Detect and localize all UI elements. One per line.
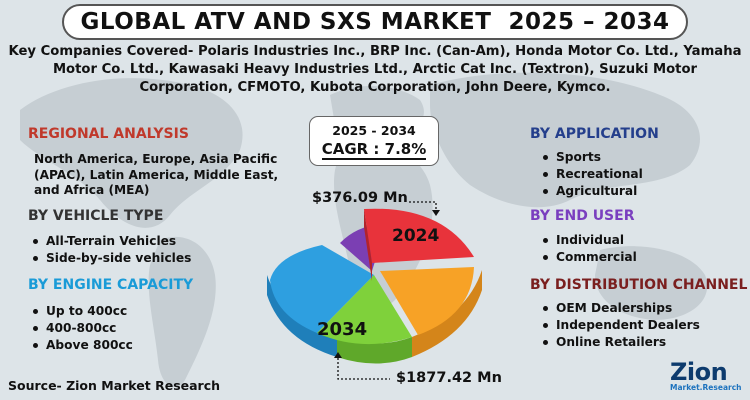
- page-title: GLOBAL ATV AND SXS MARKET 2025 – 2034: [62, 4, 688, 40]
- value-2024-label: $376.09 Mn: [312, 190, 408, 206]
- list-item: OEM Dealerships: [540, 300, 700, 317]
- logo-subtitle: Market.Research: [670, 383, 742, 392]
- pie-slice-red: [364, 208, 474, 263]
- list-item: 400-800cc: [30, 320, 133, 337]
- list-item: All-Terrain Vehicles: [30, 233, 191, 250]
- list-item: Sports: [540, 149, 643, 166]
- pie-slice-blue-side: [267, 275, 337, 357]
- regional-analysis-text: North America, Europe, Asia Pacific (APA…: [34, 152, 279, 197]
- zion-logo: Zion Market.Research: [670, 358, 742, 396]
- end-user-heading: BY END USER: [530, 208, 635, 224]
- list-item: Commercial: [540, 249, 637, 266]
- cagr-box: 2025 - 2034 CAGR : 7.8%: [309, 116, 439, 166]
- application-list: Sports Recreational Agricultural: [540, 149, 643, 200]
- engine-capacity-heading: BY ENGINE CAPACITY: [28, 277, 194, 293]
- market-pie-chart: 2024 2034: [267, 208, 482, 364]
- engine-capacity-list: Up to 400cc 400-800cc Above 800cc: [30, 303, 133, 354]
- list-item: Agricultural: [540, 183, 643, 200]
- value-2024-connector: [409, 201, 440, 216]
- end-user-list: Individual Commercial: [540, 232, 637, 266]
- application-heading: BY APPLICATION: [530, 126, 659, 142]
- pie-slice-green-side: [337, 337, 412, 364]
- pie-slice-orange: [380, 267, 474, 335]
- distribution-channel-list: OEM Dealerships Independent Dealers Onli…: [540, 300, 700, 351]
- source-text: Source- Zion Market Research: [8, 378, 221, 393]
- pie-slice-orange-side: [412, 270, 482, 357]
- pie-slice-green: [317, 275, 412, 345]
- pie-label-2034: 2034: [317, 319, 367, 340]
- pie-label-2024: 2024: [392, 226, 439, 246]
- regional-analysis-heading: REGIONAL ANALYSIS: [28, 126, 189, 142]
- value-2034-connector: [334, 352, 390, 380]
- list-item: Independent Dealers: [540, 317, 700, 334]
- logo-name: Zion: [670, 358, 728, 386]
- list-item: Up to 400cc: [30, 303, 133, 320]
- list-item: Side-by-side vehicles: [30, 250, 191, 267]
- cagr-years: 2025 - 2034: [332, 123, 416, 138]
- distribution-channel-heading: BY DISTRIBUTION CHANNEL: [530, 277, 748, 293]
- list-item: Recreational: [540, 166, 643, 183]
- list-item: Individual: [540, 232, 637, 249]
- list-item: Above 800cc: [30, 337, 133, 354]
- vehicle-type-heading: BY VEHICLE TYPE: [28, 208, 164, 224]
- vehicle-type-list: All-Terrain Vehicles Side-by-side vehicl…: [30, 233, 191, 267]
- pie-slice-blue: [270, 245, 374, 333]
- key-companies-text: Key Companies Covered- Polaris Industrie…: [8, 44, 742, 95]
- value-2034-label: $1877.42 Mn: [396, 370, 502, 386]
- cagr-value: CAGR : 7.8%: [321, 140, 427, 160]
- list-item: Online Retailers: [540, 334, 700, 351]
